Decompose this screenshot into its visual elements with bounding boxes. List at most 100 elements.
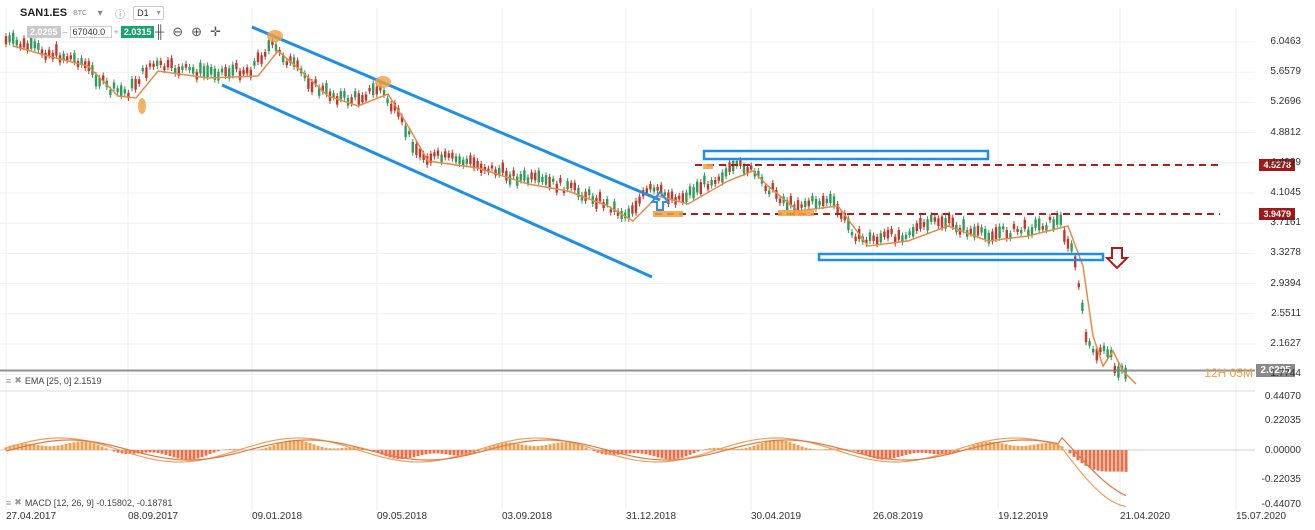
- macd-bar: [608, 450, 612, 456]
- timeframe-select[interactable]: D1: [133, 6, 164, 20]
- candle-body: [973, 226, 976, 238]
- macd-bar: [656, 450, 660, 458]
- candle-body: [267, 40, 270, 52]
- highlight-marker: [138, 98, 146, 114]
- candle-body: [1056, 213, 1059, 225]
- macd-bar: [884, 450, 888, 460]
- highlight-marker: [267, 30, 283, 42]
- symbol-name[interactable]: SAN1.ES: [20, 7, 68, 19]
- minus-button[interactable]: –: [62, 27, 68, 37]
- candle-body: [372, 83, 375, 96]
- candle-body: [224, 67, 227, 76]
- zoom-out-icon[interactable]: ⊖: [172, 24, 184, 39]
- candle-body: [818, 201, 821, 206]
- candle-body: [15, 39, 18, 46]
- macd-bar: [564, 442, 568, 450]
- macd-bar: [456, 450, 460, 456]
- candle-body: [271, 40, 274, 46]
- candle-body: [458, 156, 461, 164]
- candle-body: [696, 181, 699, 193]
- quantity-input[interactable]: 67040.0: [69, 26, 112, 38]
- candle-body: [289, 56, 292, 63]
- candle-body: [645, 188, 648, 193]
- macd-bar: [796, 444, 800, 450]
- candles-icon[interactable]: ╫: [155, 24, 165, 39]
- candle-body: [454, 156, 458, 163]
- macd-bar: [436, 450, 440, 454]
- macd-bar: [652, 450, 656, 457]
- macd-bar: [620, 450, 624, 455]
- info-icon[interactable]: ⓘ: [115, 9, 126, 21]
- drag-handle-icon[interactable]: ≡: [6, 375, 12, 386]
- ask-price[interactable]: 2.0315: [120, 26, 155, 38]
- macd-bar: [876, 450, 880, 460]
- candle-body: [73, 53, 76, 63]
- candle-body: [1052, 219, 1055, 230]
- macd-bar: [1100, 450, 1104, 472]
- macd-bar: [228, 448, 232, 450]
- candle-body: [354, 91, 357, 98]
- macd-bar: [824, 449, 828, 450]
- macd-bar: [1120, 450, 1124, 472]
- macd-bar: [132, 450, 136, 454]
- macd-bar: [800, 446, 804, 450]
- candle-body: [1041, 226, 1044, 230]
- macd-bar: [524, 445, 528, 450]
- candle-body: [742, 165, 746, 174]
- dropdown-icon[interactable]: ▾: [97, 7, 103, 19]
- close-icon[interactable]: ✖: [14, 375, 22, 385]
- candle-body: [498, 167, 501, 175]
- macd-bar: [260, 448, 264, 450]
- close-icon[interactable]: ✖: [14, 497, 22, 507]
- macd-bar: [536, 445, 540, 450]
- candle-body: [706, 184, 710, 190]
- bid-price[interactable]: 2.0295: [27, 26, 61, 38]
- candle-body: [739, 160, 742, 166]
- macd-bar: [268, 446, 272, 450]
- macd-bar: [816, 449, 820, 450]
- macd-bar: [48, 446, 52, 450]
- macd-bar: [924, 450, 928, 454]
- macd-bar: [1108, 450, 1112, 472]
- drag-handle-icon[interactable]: ≡: [6, 497, 12, 508]
- macd-bar: [288, 440, 292, 450]
- macd-bar: [768, 440, 772, 450]
- date-axis-label: 27.04.2017: [6, 511, 57, 522]
- candle-body: [98, 77, 101, 87]
- macd-indicator-label[interactable]: ≡ ✖ MACD [12, 26, 9] -0.15802, -0.18781: [6, 497, 172, 508]
- candle-body: [1030, 227, 1034, 235]
- candle-body: [627, 208, 630, 219]
- macd-bar: [328, 448, 332, 450]
- candle-body: [577, 187, 580, 198]
- macd-bar: [1072, 450, 1076, 457]
- macd-bar: [308, 443, 312, 450]
- candle-body: [598, 192, 602, 202]
- candle-body: [825, 198, 828, 204]
- resistance-level-tag[interactable]: 4.5278: [1259, 159, 1295, 171]
- macd-bar: [36, 445, 40, 450]
- candle-body: [1045, 225, 1048, 231]
- macd-bar: [660, 450, 664, 459]
- candle-body: [1077, 283, 1080, 288]
- candle-body: [836, 203, 839, 215]
- macd-bar: [780, 440, 784, 450]
- macd-bar: [688, 450, 692, 455]
- candle-body: [616, 210, 620, 216]
- candle-body: [260, 55, 263, 64]
- macd-bar: [72, 442, 76, 450]
- candle-body: [1005, 229, 1008, 239]
- zoom-in-icon[interactable]: ⊕: [191, 24, 203, 39]
- macd-bar: [676, 450, 680, 459]
- candle-body: [411, 142, 414, 153]
- ema-indicator-label[interactable]: ≡ ✖ EMA [25, 0] 2.1519: [6, 375, 101, 386]
- macd-bar: [1000, 443, 1004, 450]
- macd-bar: [60, 444, 64, 450]
- crosshair-icon[interactable]: ✛: [210, 24, 221, 39]
- macd-bar: [152, 450, 156, 453]
- candle-body: [584, 191, 587, 201]
- candle-body: [120, 85, 123, 97]
- support-level-tag[interactable]: 3.9479: [1259, 208, 1295, 220]
- candle-body: [235, 62, 238, 70]
- plus-button[interactable]: +: [113, 27, 119, 37]
